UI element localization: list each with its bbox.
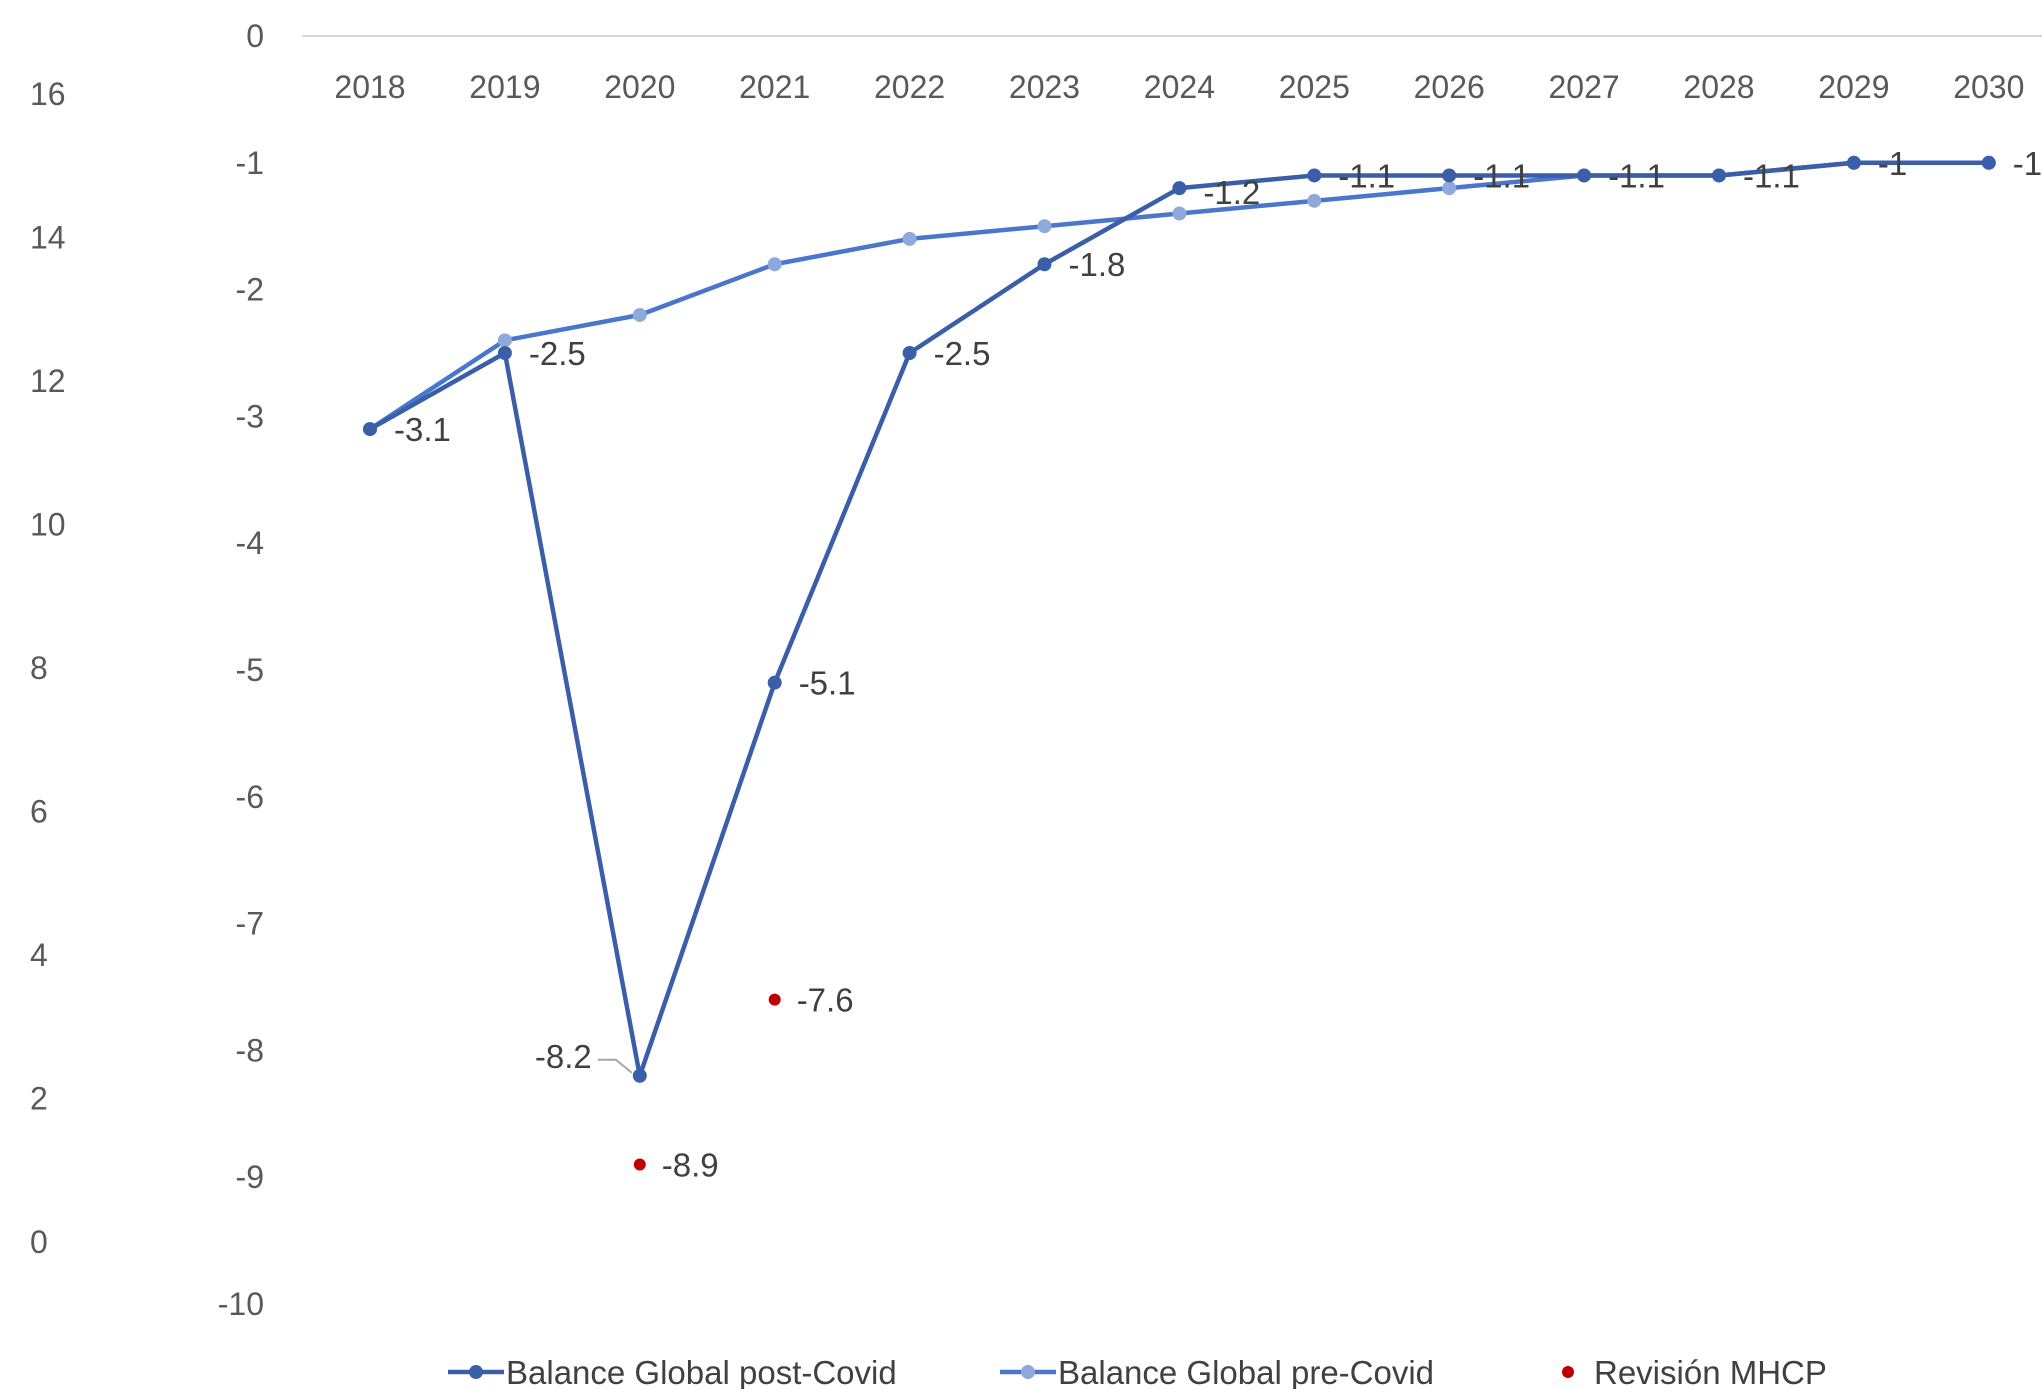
value-axis-tick: -7 (236, 906, 264, 942)
value-axis-tick: -10 (218, 1286, 264, 1322)
x-axis-tick: 2022 (874, 69, 945, 105)
point-post-covid (902, 346, 917, 360)
x-axis-tick: 2020 (604, 69, 675, 105)
left-axis-tick: 10 (30, 507, 66, 543)
left-axis-tick: 6 (30, 794, 48, 830)
legend: Balance Global post-Covid Balance Global … (448, 1354, 1827, 1389)
point-post-covid (1442, 168, 1457, 183)
point-pre-covid (1172, 206, 1187, 221)
point-post-covid (1307, 168, 1322, 183)
right-axis: 0 -1 -2 -3 -4 -5 -6 -7 -8 -9 -10 (218, 18, 264, 1322)
value-axis-tick: -9 (236, 1159, 264, 1195)
post-covid-data-label: -1.2 (1203, 174, 1260, 211)
post-covid-data-label: -3.1 (394, 411, 451, 448)
left-axis-tick: 2 (30, 1081, 48, 1117)
series-line-pre-covid (368, 160, 1989, 431)
point-pre-covid (767, 257, 782, 272)
value-axis-tick: -6 (236, 779, 264, 815)
x-axis-tick: 2021 (739, 69, 810, 105)
value-axis-tick: -2 (236, 272, 264, 308)
x-axis-tick: 2030 (1953, 69, 2024, 105)
point-pre-covid (1307, 193, 1322, 208)
point-post-covid (1037, 257, 1052, 272)
legend-label: Balance Global pre-Covid (1058, 1354, 1434, 1389)
point-pre-covid (902, 231, 917, 246)
value-axis-tick: -5 (236, 652, 264, 688)
x-axis-tick: 2018 (334, 69, 405, 105)
legend-marker (1021, 1365, 1035, 1379)
x-axis-tick: 2023 (1009, 69, 1080, 105)
post-covid-data-label: -1 (2013, 145, 2042, 182)
x-axis-tick: 2028 (1683, 69, 1754, 105)
post-covid-data-label: -5.1 (799, 665, 856, 702)
x-axis-tick: 2029 (1818, 69, 1889, 105)
legend-label: Revisión MHCP (1594, 1354, 1827, 1389)
left-axis-tick: 8 (30, 650, 48, 686)
legend-label: Balance Global post-Covid (506, 1354, 897, 1389)
post-covid-data-label: -1.8 (1069, 246, 1126, 283)
point-post-covid (767, 675, 782, 690)
point-pre-covid (1037, 219, 1052, 234)
left-axis-tick: 14 (30, 220, 66, 256)
point-pre-covid (497, 333, 512, 348)
label-leader-line (597, 1058, 633, 1074)
point-revision-mhcp (633, 1158, 646, 1171)
point-pre-covid (632, 307, 647, 322)
point-revision-mhcp (768, 993, 781, 1006)
left-axis-tick: 16 (30, 76, 66, 112)
series-line-post-covid (368, 160, 1989, 1079)
point-post-covid (497, 346, 512, 360)
x-axis: 2018 2019 2020 2021 2022 2023 2024 2025 2026 2027… (302, 35, 2042, 105)
post-covid-data-label: -2.5 (934, 335, 991, 372)
post-covid-data-label: -1.1 (1338, 157, 1395, 194)
post-covid-data-label: -1 (1878, 145, 1907, 182)
value-axis-tick: -4 (236, 525, 264, 561)
post-covid-data-label: -1.1 (1743, 157, 1800, 194)
left-axis-tick: 4 (30, 937, 48, 973)
revision-data-label: -7.6 (797, 982, 854, 1019)
post-covid-data-label: -2.5 (529, 335, 586, 372)
value-axis-tick: -3 (236, 398, 264, 434)
left-axis-tick: 12 (30, 363, 66, 399)
value-axis-tick: -8 (236, 1032, 264, 1068)
point-post-covid (363, 422, 377, 437)
legend-marker (1562, 1366, 1574, 1378)
left-axis: 16 14 12 10 8 6 4 2 0 (30, 76, 66, 1260)
point-post-covid (632, 1068, 647, 1083)
x-axis-tick: 2019 (469, 69, 540, 105)
x-axis-tick: 2024 (1144, 69, 1215, 105)
data-labels: -3.1 -2.5 -8.2 -5.1 -2.5 -1.8 -1.2 -1.1 -1.1 -1.1… (394, 145, 2042, 1184)
point-post-covid (1577, 168, 1592, 183)
value-axis-tick: 0 (246, 18, 264, 54)
x-axis-tick: 2025 (1279, 69, 1350, 105)
left-axis-tick: 0 (30, 1224, 48, 1260)
point-post-covid (1172, 181, 1187, 196)
series-layer (363, 155, 1996, 1171)
x-axis-tick: 2026 (1414, 69, 1485, 105)
point-pre-covid (1442, 181, 1457, 196)
point-post-covid (1846, 155, 1861, 170)
point-post-covid (1981, 155, 1996, 170)
legend-marker (469, 1365, 483, 1379)
revision-data-label: -8.9 (662, 1147, 719, 1184)
post-covid-data-label: -1.1 (1473, 157, 1530, 194)
value-axis-tick: -1 (236, 145, 264, 181)
post-covid-data-label: -8.2 (535, 1038, 592, 1075)
point-post-covid (1712, 168, 1726, 183)
post-covid-data-label: -1.1 (1608, 157, 1665, 194)
x-axis-tick: 2027 (1549, 69, 1620, 105)
